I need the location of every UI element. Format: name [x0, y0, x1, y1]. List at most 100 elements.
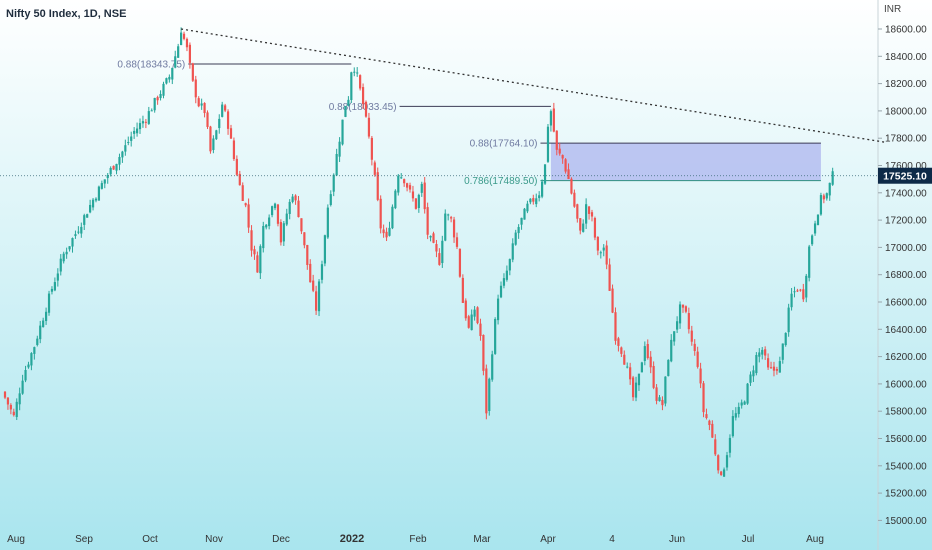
candle-body: [338, 141, 341, 157]
candle-body: [637, 373, 641, 386]
candle-body: [50, 288, 54, 292]
currency-label: INR: [884, 4, 901, 15]
candle-body: [725, 455, 729, 468]
candle-body: [546, 126, 550, 162]
candle-body: [144, 121, 147, 123]
candle-body: [353, 71, 356, 73]
candle-body: [535, 198, 538, 205]
time-axis[interactable]: Aug Sep Oct Nov Dec 2022 Feb Mar Apr 4 Jun Jul Aug: [7, 533, 824, 545]
candle-body: [661, 399, 664, 406]
candle-body: [805, 275, 808, 298]
price-tick-label: 15600.00: [885, 434, 927, 445]
candle-body: [611, 288, 614, 313]
candle-body: [455, 237, 459, 247]
candle-body: [643, 346, 646, 361]
candle-body: [27, 364, 30, 368]
candle-body: [294, 195, 297, 201]
candle-body: [720, 471, 723, 475]
candle-body: [397, 175, 400, 193]
candle-body: [811, 235, 814, 245]
candle-body: [640, 362, 643, 373]
candle-body: [681, 304, 685, 308]
candle-body: [379, 198, 382, 229]
candle-body: [80, 226, 83, 234]
candle-body: [47, 293, 51, 313]
candle-body: [793, 291, 796, 293]
chart-title: Nifty 50 Index, 1D, NSE: [6, 8, 126, 20]
candle-body: [529, 198, 532, 203]
candle-body: [262, 226, 265, 249]
candle-body: [579, 218, 582, 231]
candle-body: [182, 33, 186, 39]
fib-level-label: 0.786(17489.50): [464, 176, 537, 187]
candle-body: [488, 378, 491, 412]
candle-body: [306, 244, 309, 266]
candle-body: [153, 97, 156, 111]
candle-body: [133, 130, 136, 134]
candle-body: [373, 162, 376, 175]
candle-body: [617, 338, 620, 346]
candle-body: [106, 175, 109, 179]
candle-body: [235, 158, 238, 175]
candle-body: [734, 413, 737, 418]
candle-body: [623, 354, 626, 365]
candle-body: [238, 173, 241, 186]
candle-body: [646, 344, 649, 359]
candle-body: [476, 307, 479, 324]
price-axis[interactable]: 18600.00 18400.00 18200.00 18000.00 17800.00…: [0, 25, 932, 527]
candle-body: [229, 128, 233, 139]
candle-body: [447, 214, 450, 216]
candle-body: [552, 108, 555, 132]
candle-body: [74, 234, 77, 237]
candle-body: [614, 312, 617, 341]
candle-body: [464, 300, 467, 319]
candle-body: [819, 195, 823, 215]
time-tick-label: Jun: [669, 534, 685, 545]
resistance-trendline[interactable]: [180, 28, 886, 143]
price-tick-label: 15200.00: [885, 489, 927, 500]
candle-body: [687, 313, 690, 330]
candle-body: [124, 145, 127, 152]
candle-body: [705, 414, 708, 419]
candle-body: [141, 121, 145, 124]
price-tick-label: 16200.00: [885, 352, 927, 363]
candle-body: [300, 218, 303, 232]
candle-body: [722, 469, 726, 477]
candle-body: [77, 231, 80, 233]
candle-body: [825, 193, 828, 199]
candle-body: [130, 136, 133, 141]
candle-body: [626, 366, 629, 368]
candle-body: [115, 163, 118, 171]
candle-body: [100, 183, 103, 189]
fib-level-label: 0.88(18343.75): [117, 59, 185, 70]
candle-body: [212, 138, 215, 150]
candle-body: [605, 245, 608, 265]
candle-body: [320, 264, 324, 280]
candle-body: [532, 198, 535, 202]
candle-body: [276, 204, 280, 224]
candle-body: [802, 289, 805, 300]
candle-body: [288, 201, 291, 214]
candle-body: [405, 183, 409, 188]
fib-zone[interactable]: [550, 143, 821, 181]
candle-body: [359, 75, 362, 89]
candle-body: [162, 83, 165, 96]
candle-body: [429, 235, 432, 238]
candle-body: [629, 367, 632, 380]
candle-body: [411, 191, 415, 199]
candle-body: [746, 383, 749, 404]
candle-body: [312, 280, 315, 291]
price-tick-label: 18200.00: [885, 79, 927, 90]
time-tick-label: 4: [609, 534, 615, 545]
candle-body: [673, 331, 676, 342]
price-tick-label: 18000.00: [885, 106, 927, 117]
price-tick-label: 16600.00: [885, 298, 927, 309]
candle-body: [317, 281, 321, 312]
candle-body: [224, 105, 227, 111]
candle-body: [174, 56, 177, 68]
candle-body: [71, 238, 74, 247]
candle-body: [171, 67, 174, 80]
candle-body: [344, 106, 347, 117]
candle-body: [420, 183, 423, 193]
